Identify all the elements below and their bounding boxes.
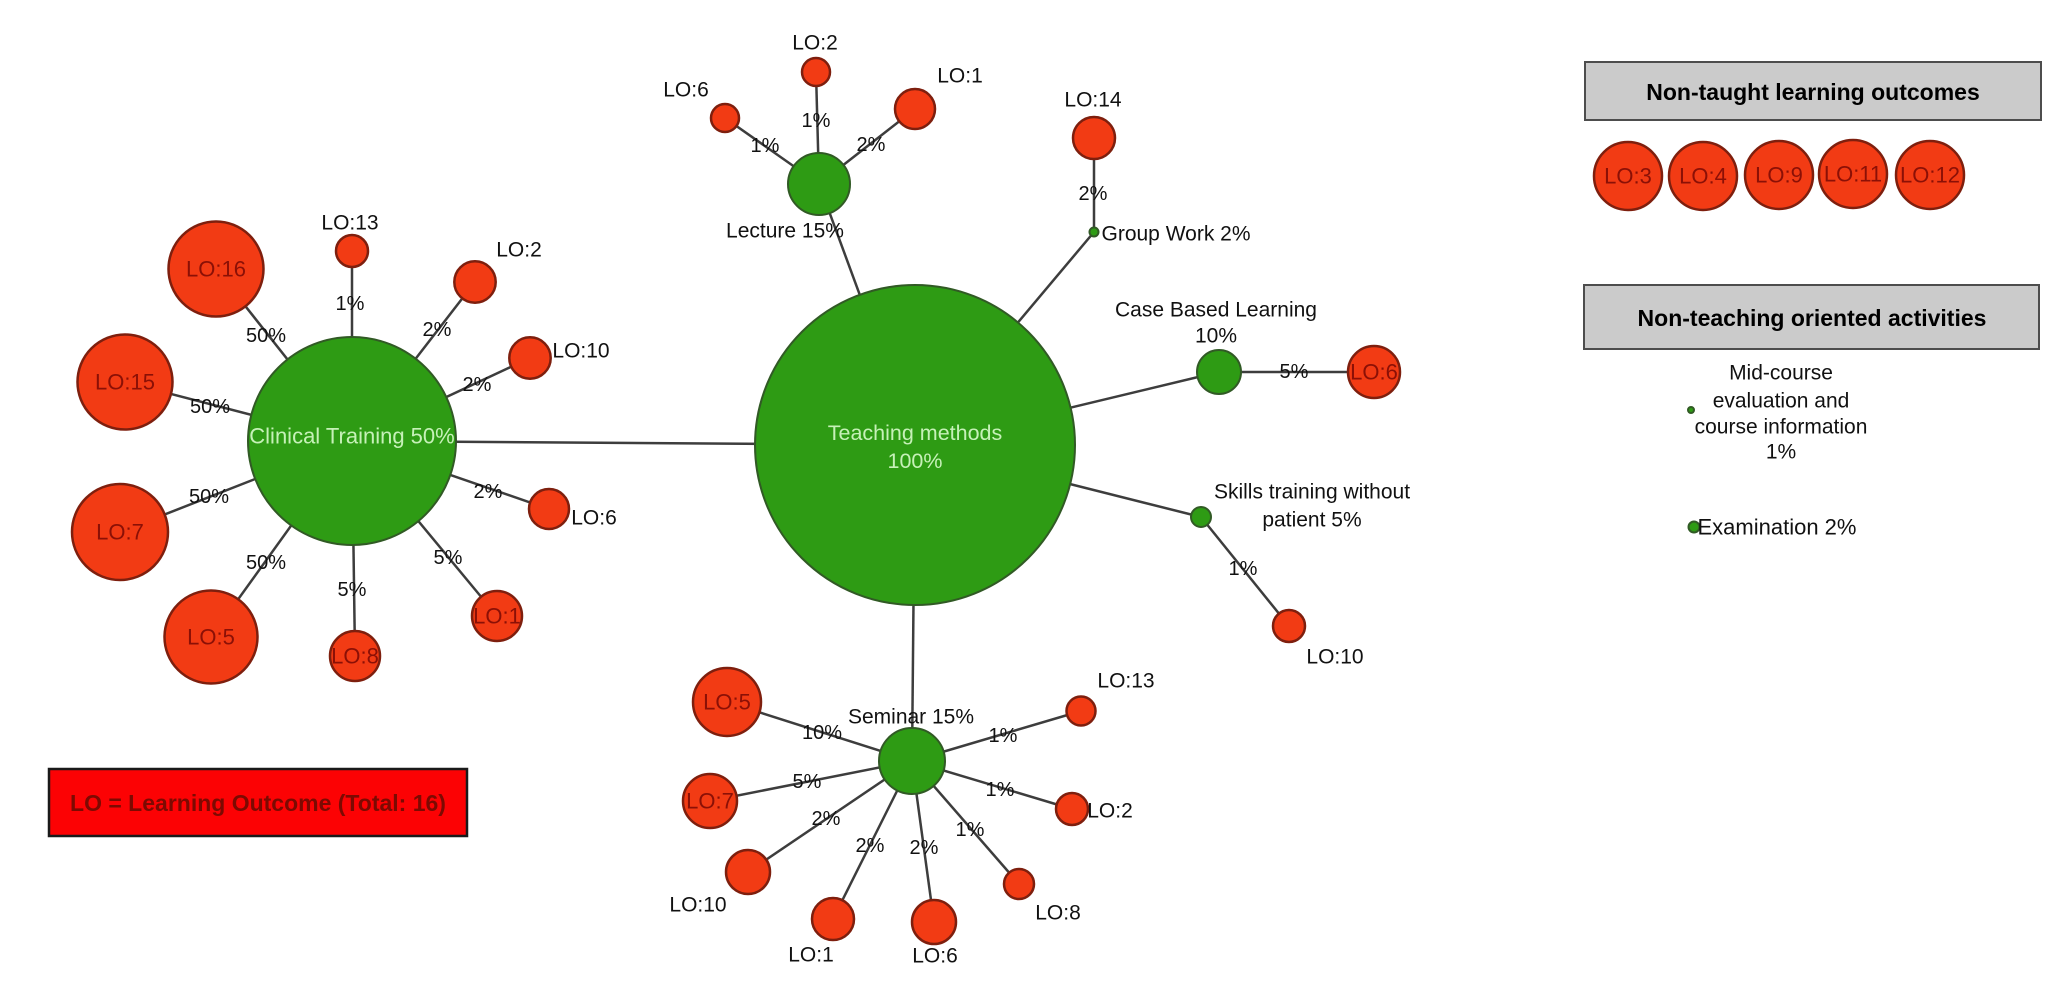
svg-text:1%: 1% [336, 293, 365, 315]
svg-text:5%: 5% [434, 547, 463, 569]
svg-text:LO:2: LO:2 [792, 32, 838, 55]
svg-text:50%: 50% [190, 396, 230, 418]
svg-text:LO:11: LO:11 [1824, 162, 1882, 187]
svg-text:LO:1: LO:1 [788, 944, 834, 967]
svg-text:LO:12: LO:12 [1900, 163, 1960, 188]
svg-text:1%: 1% [956, 819, 985, 841]
svg-text:LO:6: LO:6 [663, 79, 709, 102]
svg-text:LO:1: LO:1 [937, 65, 983, 88]
svg-text:2%: 2% [423, 319, 452, 341]
svg-text:2%: 2% [474, 481, 503, 503]
svg-text:2%: 2% [1079, 183, 1108, 205]
svg-text:LO:1: LO:1 [473, 604, 521, 629]
svg-text:LO:13: LO:13 [1097, 670, 1154, 693]
svg-text:LO:4: LO:4 [1679, 164, 1727, 189]
svg-text:1%: 1% [1766, 441, 1796, 464]
svg-text:5%: 5% [338, 579, 367, 601]
svg-text:LO:10: LO:10 [1306, 646, 1363, 669]
svg-text:LO:6: LO:6 [912, 945, 958, 968]
svg-text:evaluation and: evaluation and [1713, 390, 1850, 413]
svg-text:2%: 2% [812, 808, 841, 830]
svg-text:Skills training without: Skills training without [1214, 481, 1410, 504]
svg-text:LO:2: LO:2 [1087, 800, 1133, 823]
svg-text:10%: 10% [802, 722, 842, 744]
svg-text:LO:7: LO:7 [686, 789, 734, 814]
svg-text:1%: 1% [751, 135, 780, 157]
svg-text:course information: course information [1695, 416, 1868, 439]
svg-text:5%: 5% [1280, 361, 1309, 383]
svg-text:5%: 5% [793, 771, 822, 793]
svg-text:Lecture 15%: Lecture 15% [726, 220, 844, 243]
svg-text:2%: 2% [463, 374, 492, 396]
svg-text:50%: 50% [189, 486, 229, 508]
svg-text:LO:10: LO:10 [552, 340, 609, 363]
svg-text:LO:13: LO:13 [321, 212, 378, 235]
svg-text:2%: 2% [857, 134, 886, 156]
svg-text:Clinical Training 50%: Clinical Training 50% [249, 424, 454, 449]
svg-text:LO:8: LO:8 [331, 644, 379, 669]
svg-text:patient 5%: patient 5% [1262, 509, 1361, 532]
svg-text:50%: 50% [246, 325, 286, 347]
svg-text:LO = Learning Outcome (Total:: LO = Learning Outcome (Total: 16) [70, 790, 446, 816]
svg-text:1%: 1% [986, 779, 1015, 801]
svg-text:LO:2: LO:2 [496, 239, 542, 262]
svg-text:1%: 1% [802, 110, 831, 132]
svg-text:LO:5: LO:5 [187, 625, 235, 650]
svg-text:LO:10: LO:10 [669, 894, 726, 917]
svg-text:2%: 2% [910, 837, 939, 859]
svg-text:Mid-course: Mid-course [1729, 362, 1833, 385]
svg-text:Non-taught learning outcomes: Non-taught learning outcomes [1646, 79, 1980, 105]
svg-text:Group Work 2%: Group Work 2% [1102, 223, 1251, 246]
svg-text:Case Based Learning: Case Based Learning [1115, 299, 1317, 322]
svg-text:LO:16: LO:16 [186, 257, 246, 282]
svg-text:Examination 2%: Examination 2% [1698, 515, 1857, 540]
svg-text:Non-teaching oriented activiti: Non-teaching oriented activities [1638, 305, 1987, 331]
svg-text:LO:6: LO:6 [571, 507, 617, 530]
svg-text:50%: 50% [246, 552, 286, 574]
svg-text:LO:14: LO:14 [1064, 89, 1122, 112]
svg-text:LO:8: LO:8 [1035, 902, 1081, 925]
svg-text:LO:7: LO:7 [96, 520, 144, 545]
svg-text:LO:9: LO:9 [1755, 163, 1803, 188]
svg-text:1%: 1% [1229, 558, 1258, 580]
svg-text:LO:3: LO:3 [1604, 164, 1652, 189]
svg-text:100%: 100% [888, 449, 943, 473]
svg-text:10%: 10% [1195, 325, 1237, 348]
svg-text:LO:5: LO:5 [703, 690, 751, 715]
svg-text:LO:6: LO:6 [1350, 360, 1398, 385]
svg-text:Seminar 15%: Seminar 15% [848, 706, 974, 729]
svg-text:Teaching methods: Teaching methods [828, 421, 1003, 445]
svg-text:LO:15: LO:15 [95, 370, 155, 395]
svg-text:1%: 1% [989, 725, 1018, 747]
svg-text:2%: 2% [856, 835, 885, 857]
